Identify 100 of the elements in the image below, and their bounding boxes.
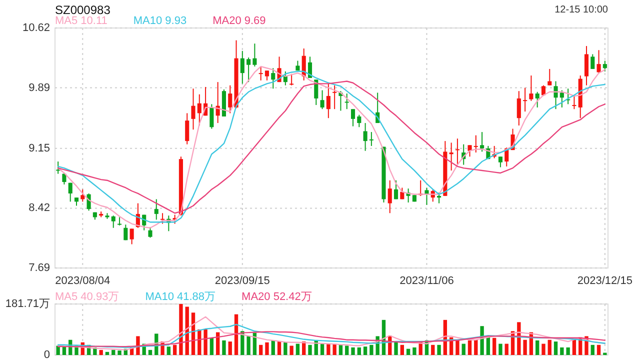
bar [271,340,275,355]
candlestick [124,224,128,241]
bar [431,344,435,355]
candlestick [480,132,484,152]
candlestick [529,75,534,102]
bar [548,340,552,355]
bar [290,346,294,355]
candlestick [228,84,232,114]
candlestick [191,88,196,130]
candlestick [596,50,601,74]
candlestick [535,91,540,108]
line-series [57,316,606,351]
bar [486,337,490,355]
text: MA10 9.93 [133,15,187,27]
bar [118,350,122,355]
x-tick-label: 2023/11/06 [400,275,454,287]
bar [498,344,502,355]
candlestick [523,87,528,112]
bar [492,338,496,355]
candlestick [160,212,165,224]
bar [148,350,152,355]
bar [370,344,374,355]
candlestick [572,95,576,110]
y-tick-label: 0 [44,349,50,360]
bar [468,340,472,355]
candlestick [468,144,472,158]
x-tick-label: 2023/08/04 [55,275,110,287]
y-tick-label: 9.15 [28,142,50,154]
candlestick [271,68,276,90]
line-series [57,324,606,348]
bar [166,346,171,355]
candlestick [320,90,324,110]
bar [363,346,368,355]
candlestick [584,46,589,86]
bar [56,346,60,355]
bar [572,340,576,355]
candlestick [308,56,312,78]
bar [394,342,398,355]
bar [99,350,103,355]
bar [228,342,232,355]
bar [265,342,269,355]
bar [437,344,441,355]
bar [406,348,410,355]
candlestick [185,112,190,145]
bar [172,344,177,355]
text: MA20 52.42万 [242,291,312,303]
line-series [57,331,606,348]
candlestick [548,68,552,86]
text: MA10 41.88万 [145,291,216,303]
candlestick [344,93,349,110]
bar [320,344,324,355]
bar [400,344,404,355]
candlestick [246,56,251,83]
candlestick [258,66,263,81]
candlestick [350,108,356,127]
candlestick [554,80,558,110]
candlestick [80,188,85,202]
bar [456,340,460,355]
bar [357,347,361,355]
chart-title: SZ000983 [55,3,111,17]
bar [112,350,116,355]
candlestick [148,226,152,238]
bar [462,344,466,355]
candlestick [197,94,202,126]
bar [326,344,330,355]
bar [560,347,564,355]
candlestick [62,172,66,185]
text: MA5 40.93万 [55,291,120,303]
bar [332,344,336,355]
bar [246,336,250,355]
candlestick [252,43,257,67]
text: 12-15 10:00 [554,4,608,16]
bar [62,346,66,355]
candlestick [111,215,116,228]
bar [284,342,288,355]
text: MA5 10.11 [55,15,108,27]
candlestick [210,104,214,130]
bar [542,344,546,355]
bar [535,340,540,355]
bar [179,304,183,355]
x-tick-label: 2023/09/15 [214,275,270,287]
bar [105,352,110,355]
bar [258,344,263,355]
bar [308,344,312,355]
bar [204,329,208,355]
y-tick-label: 8.42 [28,202,50,214]
candlestick [264,70,270,81]
candlestick [68,182,72,202]
bar [596,344,601,355]
bar [554,342,558,355]
bar [222,340,226,355]
candlestick [130,228,134,245]
candlestick [388,180,392,214]
bar [590,344,594,355]
bar [474,340,478,355]
candlestick [369,132,374,146]
candlestick [455,138,460,166]
bar [345,346,349,355]
candlestick [326,83,330,119]
text: MA20 9.69 [212,15,266,27]
